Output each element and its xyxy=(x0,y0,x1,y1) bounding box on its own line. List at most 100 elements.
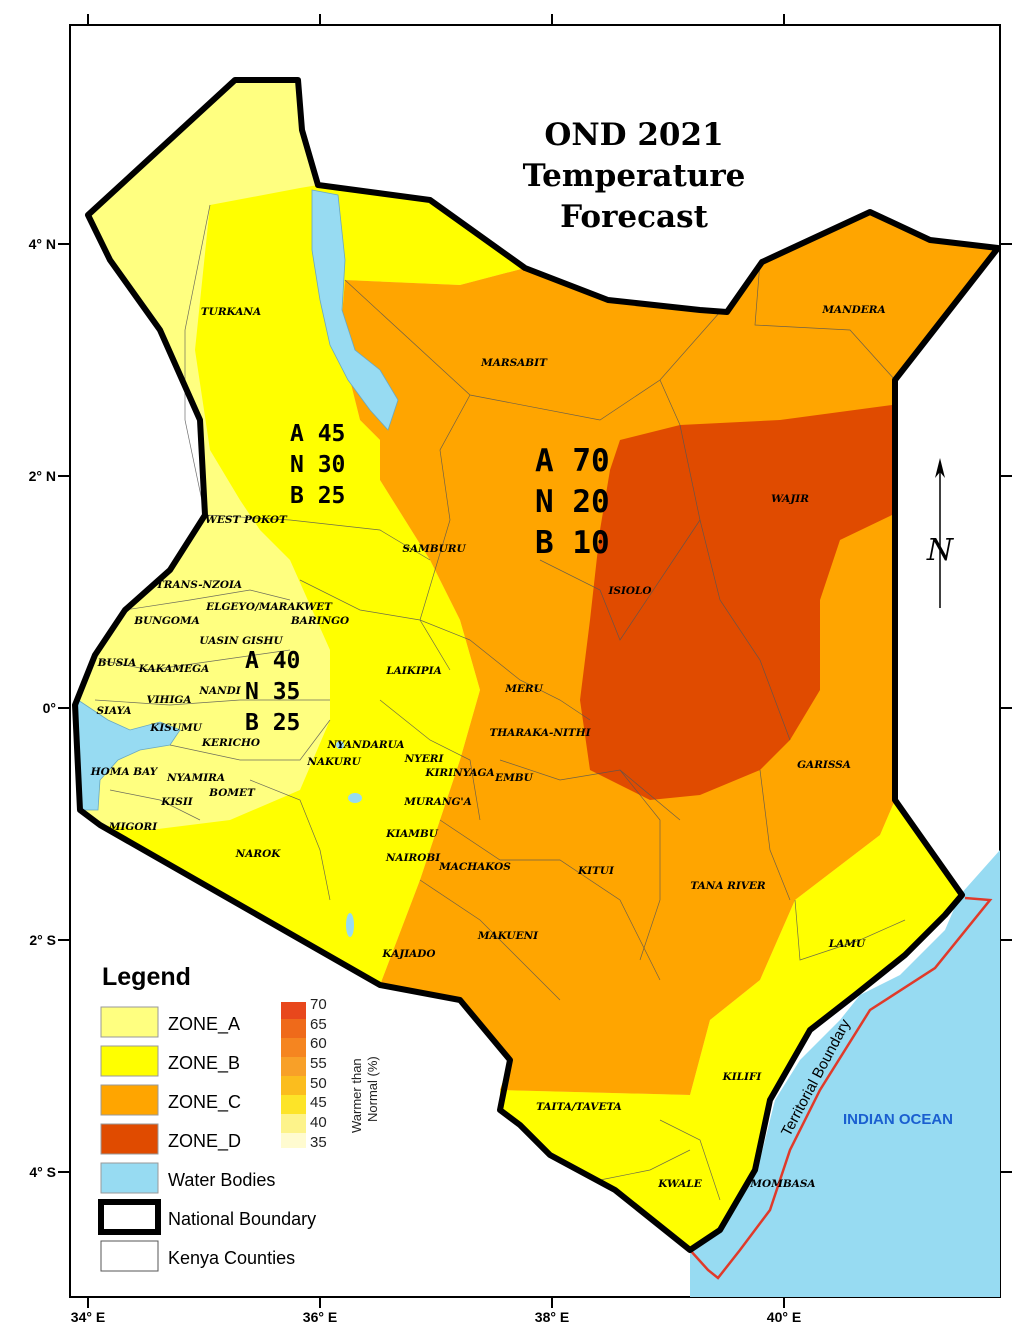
county-label: KAJIADO xyxy=(381,948,436,960)
lake-naivasha xyxy=(348,793,362,803)
north-arrow: N xyxy=(926,458,955,608)
y-tick-0: 0° xyxy=(43,700,56,716)
lake-victoria xyxy=(77,699,181,811)
county-label: WAJIR xyxy=(771,493,809,505)
scale-bin-35 xyxy=(281,1133,306,1148)
county-label: MERU xyxy=(504,683,543,695)
county-label: THARAKA-NITHI xyxy=(489,727,591,739)
zone-stats-west: A 40 N 35 B 25 xyxy=(245,648,300,736)
legend-swatch-zone-c xyxy=(100,1084,159,1116)
county-label: BOMET xyxy=(208,787,256,799)
county-label: KIRINYAGA xyxy=(424,767,494,779)
county-label: LAIKIPIA xyxy=(385,665,441,677)
legend-swatch-water xyxy=(100,1162,159,1194)
territorial-boundary-line xyxy=(689,896,993,1280)
scale-title-line1: Warmer than xyxy=(349,1058,364,1133)
county-label: TURKANA xyxy=(201,306,261,318)
county-label: EMBU xyxy=(494,772,534,784)
county-label: ISIOLO xyxy=(607,585,652,597)
county-label: SIAYA xyxy=(96,705,131,717)
county-boundaries xyxy=(94,204,906,1201)
scale-label: 70 xyxy=(310,996,327,1013)
map-title-line1: OND 2021 xyxy=(544,117,723,153)
scale-label: 40 xyxy=(310,1114,327,1131)
county-label: KAKAMEGA xyxy=(138,663,209,675)
y-tick-4s: 4° S xyxy=(29,1164,56,1180)
county-label: NYERI xyxy=(404,753,445,765)
map-title-line2: Temperature xyxy=(523,158,746,194)
zone-b-north xyxy=(100,185,525,985)
frame-ticks xyxy=(58,14,1012,1308)
scale-label: 45 xyxy=(310,1094,327,1111)
zone-stat-n: N 30 xyxy=(290,452,345,478)
legend-swatch-national-boundary xyxy=(98,1199,161,1235)
county-label: NYANDARUA xyxy=(326,739,404,751)
scale-bin-65 xyxy=(281,1019,306,1038)
county-label: HOMA BAY xyxy=(90,766,159,778)
zone-stats-east: A 70 N 20 B 10 xyxy=(535,443,610,561)
zone-stat-n: N 20 xyxy=(535,484,610,520)
scale-bin-60 xyxy=(281,1038,306,1057)
legend-label: ZONE_A xyxy=(168,1014,240,1035)
legend-swatch-zone-d xyxy=(100,1123,159,1155)
lake-nakuru xyxy=(336,741,344,749)
county-label: BARINGO xyxy=(290,615,350,627)
county-labels: TURKANA MARSABIT MANDERA WAJIR WEST POKO… xyxy=(90,304,886,1190)
county-label: TRANS-NZOIA xyxy=(156,579,242,591)
county-label: SAMBURU xyxy=(402,543,466,555)
zone-stat-b: B 25 xyxy=(245,710,300,736)
lake-turkana xyxy=(311,189,399,431)
county-label: KWALE xyxy=(657,1178,702,1190)
national-boundary xyxy=(72,77,1001,1253)
county-label: VIHIGA xyxy=(146,694,191,706)
zone-stat-n: N 35 xyxy=(245,679,300,705)
x-tick-36e: 36° E xyxy=(303,1309,337,1325)
y-tick-2s: 2° S xyxy=(29,932,56,948)
scale-bin-45 xyxy=(281,1095,306,1114)
scale-bin-40 xyxy=(281,1114,306,1133)
north-label: N xyxy=(926,533,955,568)
county-label: MAKUENI xyxy=(477,930,539,942)
county-label: NYAMIRA xyxy=(166,772,225,784)
county-label: MARSABIT xyxy=(480,357,548,369)
legend-label: ZONE_B xyxy=(168,1053,240,1074)
county-label: NANDI xyxy=(198,685,241,697)
scale-label: 60 xyxy=(310,1035,327,1052)
lake-magadi xyxy=(346,913,354,937)
scale-label: 55 xyxy=(310,1055,327,1072)
county-label: BUSIA xyxy=(97,657,137,669)
county-label: KISII xyxy=(160,796,194,808)
county-label: BUNGOMA xyxy=(133,615,200,627)
county-label: MIGORI xyxy=(108,821,158,833)
legend-label: Water Bodies xyxy=(168,1170,275,1190)
zone-stat-a: A 45 xyxy=(290,421,345,447)
y-tick-2n: 2° N xyxy=(29,468,56,484)
county-label: KIAMBU xyxy=(385,828,439,840)
scale-title-line2: Normal (%) xyxy=(365,1056,380,1122)
ocean-label: INDIAN OCEAN xyxy=(843,1111,953,1128)
legend: Legend ZONE_A ZONE_B ZONE_C ZONE_D Water… xyxy=(98,963,316,1272)
zone-b-coast xyxy=(500,800,962,1250)
map-title-line3: Forecast xyxy=(560,199,708,235)
zone-d xyxy=(580,405,892,800)
county-label: KERICHO xyxy=(201,737,261,749)
scale-bin-50 xyxy=(281,1076,306,1095)
county-label: GARISSA xyxy=(797,759,851,771)
scale-label: 50 xyxy=(310,1075,327,1092)
county-label: MANDERA xyxy=(821,304,885,316)
legend-label: National Boundary xyxy=(168,1209,316,1229)
county-label: LAMU xyxy=(828,938,866,950)
county-label: TANA RIVER xyxy=(690,880,766,892)
county-label: KISUMU xyxy=(149,722,202,734)
legend-swatch-counties xyxy=(100,1240,159,1272)
county-label: MURANG'A xyxy=(403,796,472,808)
county-label: KILIFI xyxy=(722,1071,763,1083)
x-tick-38e: 38° E xyxy=(535,1309,569,1325)
county-label: UASIN GISHU xyxy=(199,635,283,647)
zone-stat-b: B 25 xyxy=(290,483,345,509)
county-label: NAKURU xyxy=(306,756,361,768)
legend-label: ZONE_D xyxy=(168,1131,241,1152)
county-label: KITUI xyxy=(577,865,615,877)
legend-title: Legend xyxy=(102,963,191,991)
